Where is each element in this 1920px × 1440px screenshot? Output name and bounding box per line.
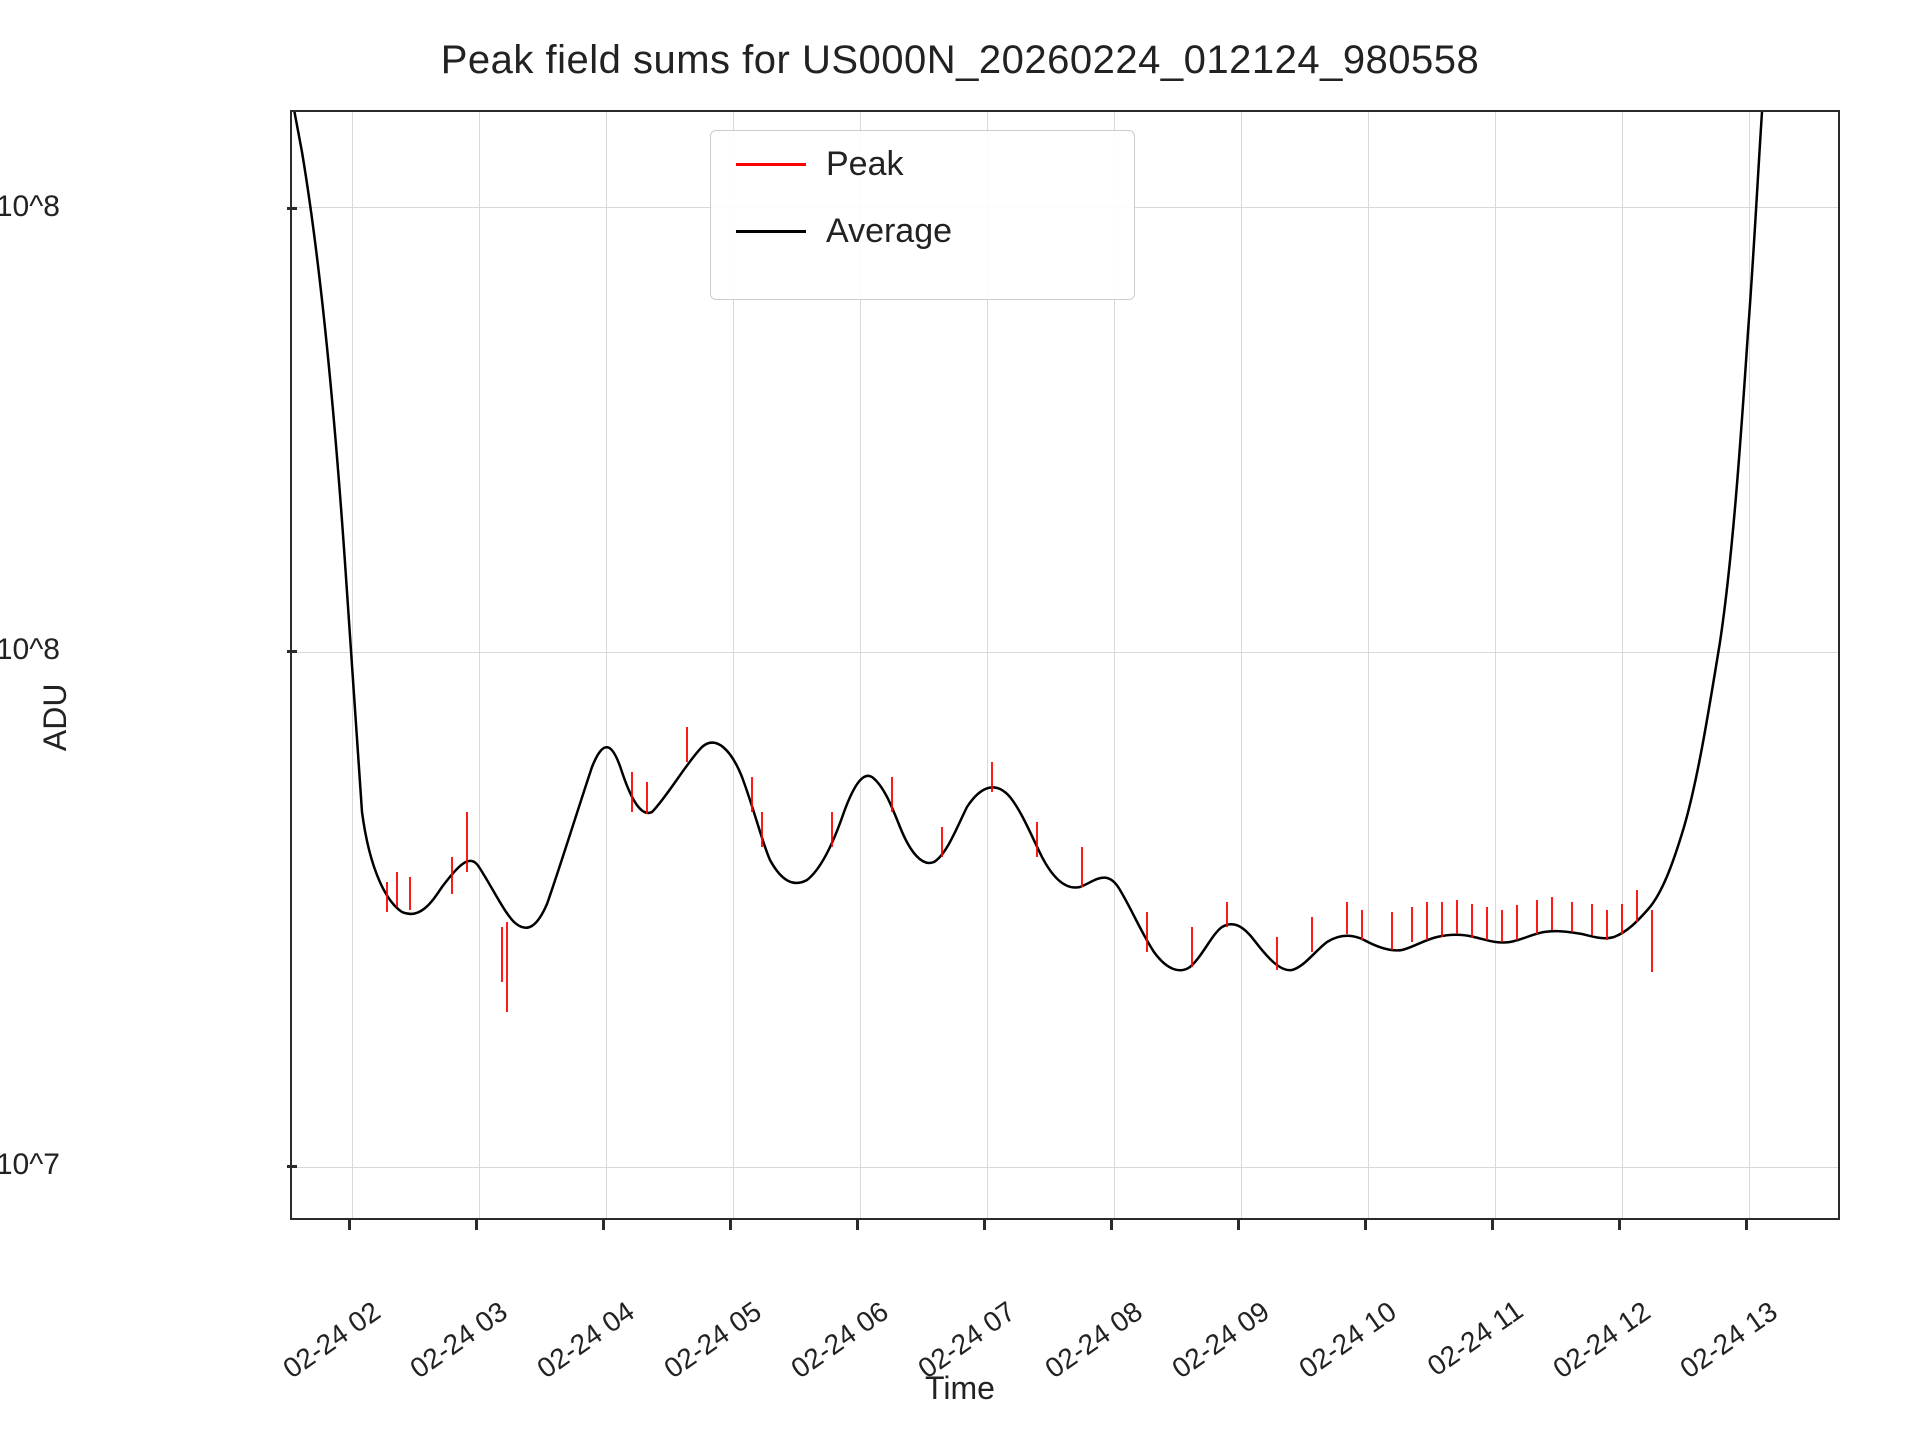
xtick-mark (1364, 1220, 1367, 1230)
ytick-mark (287, 650, 297, 653)
xtick-label-7: 02-24 09 (1166, 1295, 1275, 1385)
xtick-label-11: 02-24 13 (1674, 1295, 1783, 1385)
legend-label-average: Average (826, 212, 952, 251)
xtick-label-10: 02-24 12 (1547, 1295, 1656, 1385)
xtick-mark (1110, 1220, 1113, 1230)
xtick-mark (983, 1220, 986, 1230)
xtick-mark (348, 1220, 351, 1230)
xtick-label-4: 02-24 06 (785, 1295, 894, 1385)
xtick-mark (856, 1220, 859, 1230)
y-axis-label: ADU (37, 684, 74, 752)
legend-entry-peak: Peak (711, 131, 1134, 198)
xtick-label-8: 02-24 10 (1293, 1295, 1402, 1385)
xtick-label-3: 02-24 05 (658, 1295, 767, 1385)
x-axis-label: Time (925, 1370, 995, 1407)
ytick-label-1: 2 × 10^8 (0, 190, 60, 224)
xtick-mark (1618, 1220, 1621, 1230)
legend-label-peak: Peak (826, 145, 904, 184)
xtick-mark (602, 1220, 605, 1230)
legend-box: Peak Average (710, 130, 1135, 300)
xtick-label-6: 02-24 08 (1039, 1295, 1148, 1385)
xtick-label-0: 02-24 02 (277, 1295, 386, 1385)
chart-container: Peak field sums for US000N_20260224_0121… (0, 0, 1920, 1440)
xtick-mark (1745, 1220, 1748, 1230)
ytick-mark (287, 207, 297, 210)
chart-title: Peak field sums for US000N_20260224_0121… (0, 38, 1920, 83)
xtick-label-1: 02-24 03 (404, 1295, 513, 1385)
xtick-mark (1237, 1220, 1240, 1230)
xtick-label-2: 02-24 04 (531, 1295, 640, 1385)
xtick-mark (729, 1220, 732, 1230)
legend-entry-average: Average (711, 198, 1134, 265)
xtick-label-9: 02-24 11 (1422, 1294, 1529, 1382)
ytick-label-2: 10^8 (0, 633, 60, 667)
legend-swatch-average (736, 230, 806, 233)
legend-swatch-peak (736, 163, 806, 166)
xtick-mark (1491, 1220, 1494, 1230)
xtick-mark (475, 1220, 478, 1230)
ytick-label-3: 6 × 10^7 (0, 1148, 60, 1182)
ytick-mark (287, 1165, 297, 1168)
